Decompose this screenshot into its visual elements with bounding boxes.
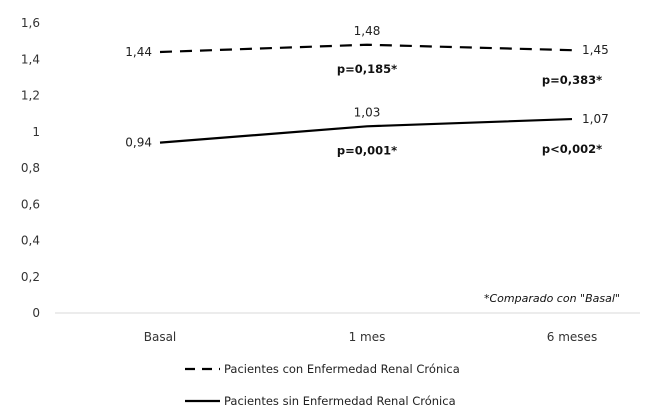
series-line-sin-erc — [159, 117, 573, 144]
legend: Pacientes con Enfermedad Renal Crónica Pa… — [185, 362, 460, 408]
y-tick-label: 0,2 — [21, 270, 40, 284]
y-tick-label: 0 — [32, 306, 40, 320]
data-label: 1,45 — [582, 43, 609, 57]
y-tick-label: 1,2 — [21, 89, 40, 103]
y-tick-label: 1,4 — [21, 52, 40, 66]
y-tick-label: 0,8 — [21, 161, 40, 175]
y-axis: 0 0,2 0,4 0,6 0,8 1 1,2 1,4 1,6 — [21, 16, 40, 320]
data-label: 0,94 — [125, 136, 152, 150]
p-value-label: p=0,001* — [337, 143, 397, 157]
series-line-con-erc — [159, 43, 573, 54]
data-label: 1,03 — [354, 105, 381, 119]
data-label: 1,48 — [354, 24, 381, 38]
x-axis: Basal 1 mes 6 meses — [55, 312, 640, 344]
p-value-label: p=0,185* — [337, 62, 397, 76]
y-tick-label: 1,6 — [21, 16, 40, 30]
data-label: 1,44 — [125, 45, 152, 59]
series-group — [159, 43, 573, 144]
comparison-note: *Comparado con "Basal" — [484, 292, 620, 305]
y-tick-label: 0,4 — [21, 234, 40, 248]
legend-label: Pacientes sin Enfermedad Renal Crónica — [224, 394, 456, 408]
x-tick-label: 6 meses — [547, 330, 597, 344]
data-label: 1,07 — [582, 112, 609, 126]
data-labels: 1,44 1,48 1,45 p=0,185* p=0,383* 0,94 1,03 1,07… — [125, 24, 608, 158]
p-value-label: p=0,383* — [542, 73, 602, 87]
x-tick-label: Basal — [144, 330, 177, 344]
y-tick-label: 1 — [32, 125, 40, 139]
x-tick-label: 1 mes — [349, 330, 386, 344]
y-tick-label: 0,6 — [21, 197, 40, 211]
legend-label: Pacientes con Enfermedad Renal Crónica — [224, 362, 460, 376]
p-value-label: p<0,002* — [542, 142, 602, 156]
